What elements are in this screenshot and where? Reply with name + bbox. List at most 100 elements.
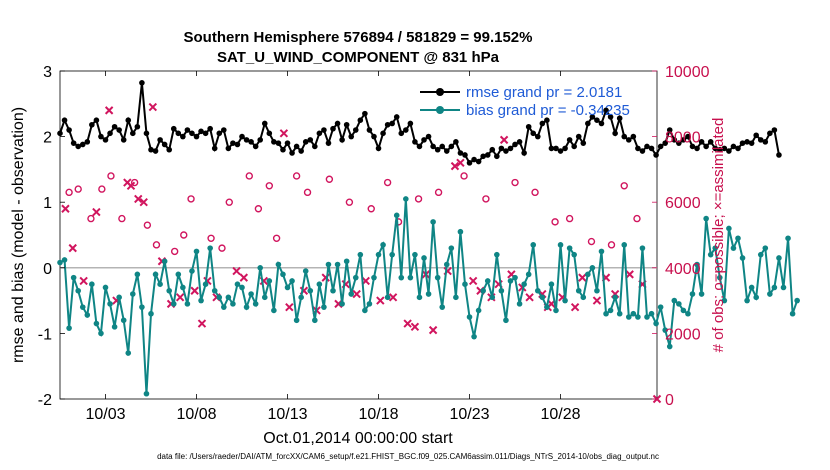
chart-title-line-1: Southern Hemisphere 576894 / 581829 = 99… — [184, 29, 533, 46]
bias-point — [707, 251, 714, 258]
x-tick-label: 10/13 — [267, 406, 307, 423]
bias-point — [625, 314, 632, 320]
obs-assimilated-marker — [376, 296, 385, 305]
bias-point — [348, 291, 355, 297]
bias-point — [585, 271, 591, 278]
bias-point — [425, 291, 432, 297]
rmse-point — [321, 127, 327, 133]
bias-point — [794, 297, 800, 304]
bias-point — [521, 281, 527, 288]
obs-possible-marker — [245, 172, 253, 180]
rmse-point — [603, 107, 609, 114]
rmse-point — [293, 143, 300, 150]
obs-possible-marker — [587, 237, 596, 246]
bias-point — [507, 278, 514, 284]
obs-assimilated-marker — [456, 158, 465, 168]
obs-possible-marker — [170, 247, 179, 256]
bias-point — [512, 274, 518, 281]
rmse-point — [334, 120, 341, 127]
bias-point — [75, 287, 82, 294]
bias-point — [762, 245, 769, 251]
rmse-point — [616, 115, 623, 122]
rmse-point — [698, 139, 705, 145]
obs-assimilated-marker — [578, 273, 587, 282]
bias-point — [689, 291, 696, 297]
rmse-point — [748, 140, 755, 146]
bias-point — [375, 251, 382, 258]
bias-point — [79, 304, 86, 310]
rmse-point — [170, 125, 177, 132]
rmse-point — [111, 123, 118, 130]
rmse-point — [107, 130, 113, 137]
rmse-point — [152, 148, 159, 154]
rmse-point — [98, 133, 104, 140]
bias-point — [193, 248, 200, 255]
bias-point — [726, 225, 732, 232]
bias-point — [152, 271, 159, 278]
bias-point — [575, 287, 582, 294]
bias-point — [239, 284, 245, 291]
obs-possible-marker — [620, 182, 628, 190]
x-tick-label: 10/03 — [85, 406, 125, 423]
obs-assimilated-marker — [525, 293, 534, 302]
obs-possible-marker — [207, 234, 215, 242]
rmse-point — [721, 145, 728, 152]
rmse-point — [348, 133, 355, 140]
bias-point — [139, 304, 145, 310]
rmse-point — [580, 140, 587, 146]
obs-possible-marker — [551, 218, 559, 226]
bias-point — [102, 284, 109, 291]
bias-point — [503, 317, 509, 324]
rmse-point — [275, 140, 282, 146]
obs-assimilated-marker — [190, 286, 199, 295]
rmse-point — [298, 148, 304, 154]
obs-possible-marker — [265, 182, 274, 190]
bias-point — [421, 255, 427, 261]
bias-point — [530, 242, 537, 248]
bias-point — [198, 297, 204, 304]
rmse-point — [302, 139, 309, 145]
bias-point — [703, 215, 709, 222]
bias-point — [712, 245, 719, 251]
rmse-point — [252, 143, 259, 150]
rmse-point — [503, 148, 509, 154]
bias-point — [434, 274, 441, 281]
obs-possible-marker — [460, 172, 468, 180]
x-tick-label: 10/08 — [176, 406, 216, 423]
rmse-point — [453, 139, 459, 145]
rmse-point — [166, 146, 173, 153]
obs-possible-marker — [565, 214, 574, 223]
rmse-point — [257, 137, 264, 143]
obs-possible-marker — [98, 185, 106, 193]
bias-point — [384, 294, 391, 301]
bias-point — [312, 317, 318, 324]
obs-assimilated-marker — [279, 129, 289, 138]
rmse-point — [666, 127, 673, 133]
bias-point — [111, 324, 118, 330]
rmse-point — [530, 130, 537, 137]
data-file-footnote: data file: /Users/raeder/DAI/ATM_forcXX/… — [157, 452, 659, 461]
rmse-point — [266, 130, 273, 137]
rmse-point — [471, 156, 477, 163]
rmse-point — [352, 127, 359, 133]
bias-point — [757, 251, 764, 258]
rmse-point — [589, 114, 596, 120]
bias-point — [607, 307, 614, 314]
bias-point — [66, 325, 72, 331]
rmse-point — [280, 146, 286, 153]
y-tick-label: -1 — [38, 326, 52, 343]
rmse-point — [180, 133, 186, 140]
bias-point — [89, 281, 95, 288]
y-tick-label: 2 — [43, 130, 52, 147]
rmse-point — [598, 120, 605, 127]
rmse-point — [657, 143, 664, 150]
bias-point — [462, 281, 468, 288]
rmse-point — [357, 117, 364, 123]
rmse-point — [316, 130, 323, 137]
bias-point — [284, 284, 291, 291]
bias-point — [571, 251, 577, 258]
rmse-point — [79, 141, 86, 148]
bias-point — [125, 350, 132, 356]
rmse-point — [430, 143, 436, 150]
obs-assimilated-marker — [134, 194, 143, 204]
